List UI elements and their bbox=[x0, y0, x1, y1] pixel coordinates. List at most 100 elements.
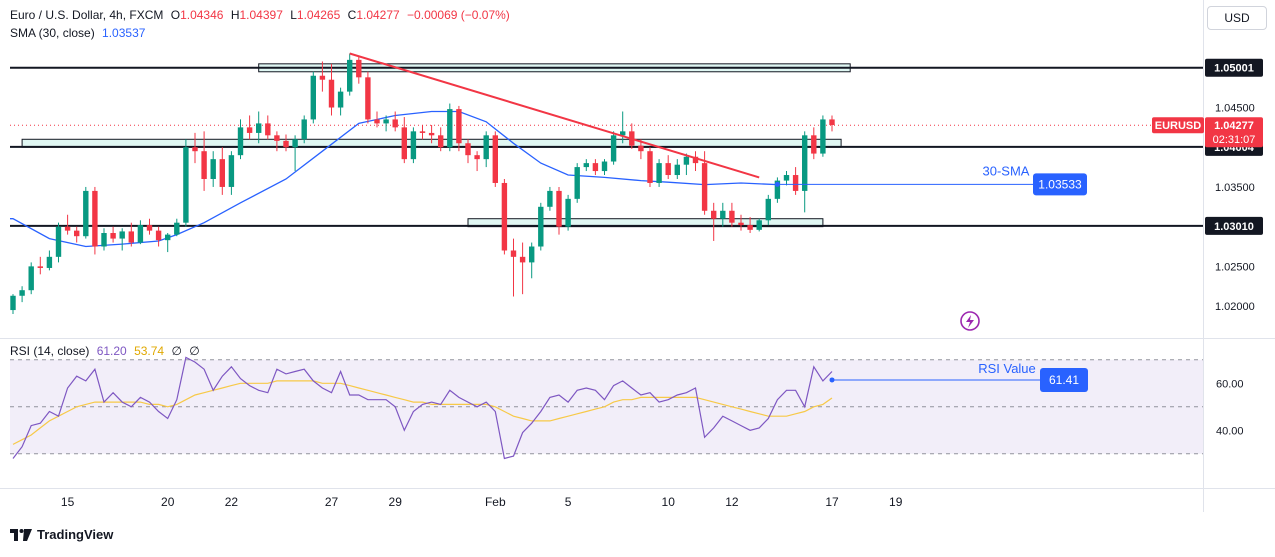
candle bbox=[529, 242, 535, 279]
candle-body bbox=[447, 109, 453, 148]
candle-body bbox=[137, 225, 144, 243]
candle bbox=[674, 159, 680, 179]
price-header: Euro / U.S. Dollar, 4h, FXCM O1.04346 H1… bbox=[10, 8, 514, 22]
candle-body bbox=[765, 198, 771, 221]
time-axis-tick: Feb bbox=[485, 495, 506, 509]
candle-body bbox=[774, 180, 781, 199]
candle bbox=[301, 115, 307, 144]
candle bbox=[802, 131, 808, 213]
tradingview-logo[interactable]: TradingView bbox=[10, 527, 113, 542]
candle bbox=[383, 115, 389, 132]
candle-body bbox=[647, 151, 653, 183]
candle-body bbox=[610, 135, 617, 162]
candle-body bbox=[37, 266, 43, 268]
candle bbox=[83, 186, 89, 239]
candle bbox=[110, 226, 116, 243]
candle bbox=[392, 111, 398, 132]
candle-body bbox=[310, 75, 316, 120]
candle bbox=[165, 233, 171, 253]
time-axis-tick: 29 bbox=[389, 495, 403, 509]
candle-body bbox=[19, 290, 25, 296]
candle-body bbox=[210, 159, 216, 179]
high-label: H bbox=[230, 8, 240, 22]
candle-body bbox=[483, 135, 489, 160]
candle-body bbox=[174, 222, 180, 235]
time-axis-tick: 5 bbox=[565, 495, 572, 509]
candle bbox=[201, 131, 207, 191]
candle-body bbox=[219, 159, 225, 187]
candle bbox=[656, 159, 662, 187]
candle bbox=[365, 71, 371, 124]
rsi-ma-line[interactable] bbox=[12, 380, 833, 445]
candle bbox=[46, 250, 53, 271]
candle-body bbox=[720, 210, 726, 219]
sma-legend-value: 1.03537 bbox=[102, 26, 146, 40]
candle bbox=[119, 228, 125, 251]
candle-body bbox=[201, 151, 207, 179]
lightning-icon[interactable] bbox=[960, 311, 980, 331]
candle bbox=[219, 147, 225, 195]
level-price-label: 1.05001 bbox=[1214, 63, 1254, 75]
candle-body bbox=[228, 155, 235, 187]
candle bbox=[683, 153, 690, 176]
candle-body bbox=[701, 163, 708, 211]
candle bbox=[774, 177, 781, 203]
candle-body bbox=[265, 123, 271, 136]
candle bbox=[492, 131, 498, 187]
candle bbox=[401, 117, 407, 164]
symbol-title[interactable]: Euro / U.S. Dollar, 4h, FXCM bbox=[10, 8, 164, 22]
rsi-legend[interactable]: RSI (14, close) 61.20 53.74 ∅ ∅ bbox=[10, 344, 204, 358]
rsi-line[interactable] bbox=[12, 356, 833, 460]
rsi-axis-tick: 60.00 bbox=[1216, 378, 1244, 390]
candle bbox=[556, 186, 562, 235]
candle-body bbox=[492, 135, 498, 183]
candle bbox=[37, 256, 43, 275]
candle-body bbox=[128, 231, 134, 243]
candle-body bbox=[756, 220, 762, 230]
candle-body bbox=[792, 175, 799, 191]
rsi-annotation-badge bbox=[1040, 367, 1088, 392]
rsi-legend-extra1: ∅ bbox=[171, 344, 182, 358]
price-axis-tick: 1.03500 bbox=[1215, 182, 1255, 194]
candle-body bbox=[356, 59, 362, 78]
candle bbox=[583, 159, 589, 172]
candle-body bbox=[501, 182, 508, 251]
candle-body bbox=[829, 119, 835, 125]
trendline[interactable] bbox=[349, 52, 760, 179]
rsi-legend-ma-value: 53.74 bbox=[134, 344, 165, 358]
candle-body bbox=[328, 79, 335, 108]
candle-body bbox=[438, 135, 444, 148]
candle-body bbox=[465, 143, 471, 156]
candle bbox=[155, 226, 162, 247]
candle-body bbox=[165, 234, 171, 241]
candle bbox=[519, 242, 526, 295]
candle-body bbox=[547, 190, 553, 207]
candle bbox=[337, 87, 344, 116]
time-axis-tick: 10 bbox=[662, 495, 676, 509]
candle-body bbox=[155, 230, 162, 241]
candle-body bbox=[729, 210, 735, 223]
candle-body bbox=[374, 119, 380, 124]
candle bbox=[410, 127, 417, 164]
candle bbox=[128, 222, 134, 247]
candle-body bbox=[820, 119, 826, 154]
candle bbox=[547, 186, 553, 211]
currency-button[interactable]: USD bbox=[1207, 6, 1267, 30]
candle bbox=[647, 147, 653, 187]
candle-body bbox=[592, 163, 599, 172]
time-axis-tick: 17 bbox=[825, 495, 839, 509]
candle-body bbox=[428, 132, 435, 136]
candle bbox=[538, 202, 544, 251]
candle-body bbox=[519, 256, 526, 263]
candle-body bbox=[529, 246, 535, 263]
sma-legend[interactable]: SMA (30, close) 1.03537 bbox=[10, 26, 149, 40]
candle-body bbox=[738, 222, 744, 226]
candle bbox=[74, 226, 80, 243]
time-axis-tick: 27 bbox=[325, 495, 339, 509]
candle bbox=[55, 222, 62, 263]
rsi-legend-value: 61.20 bbox=[96, 344, 127, 358]
candle bbox=[629, 123, 635, 149]
candle bbox=[146, 218, 153, 235]
